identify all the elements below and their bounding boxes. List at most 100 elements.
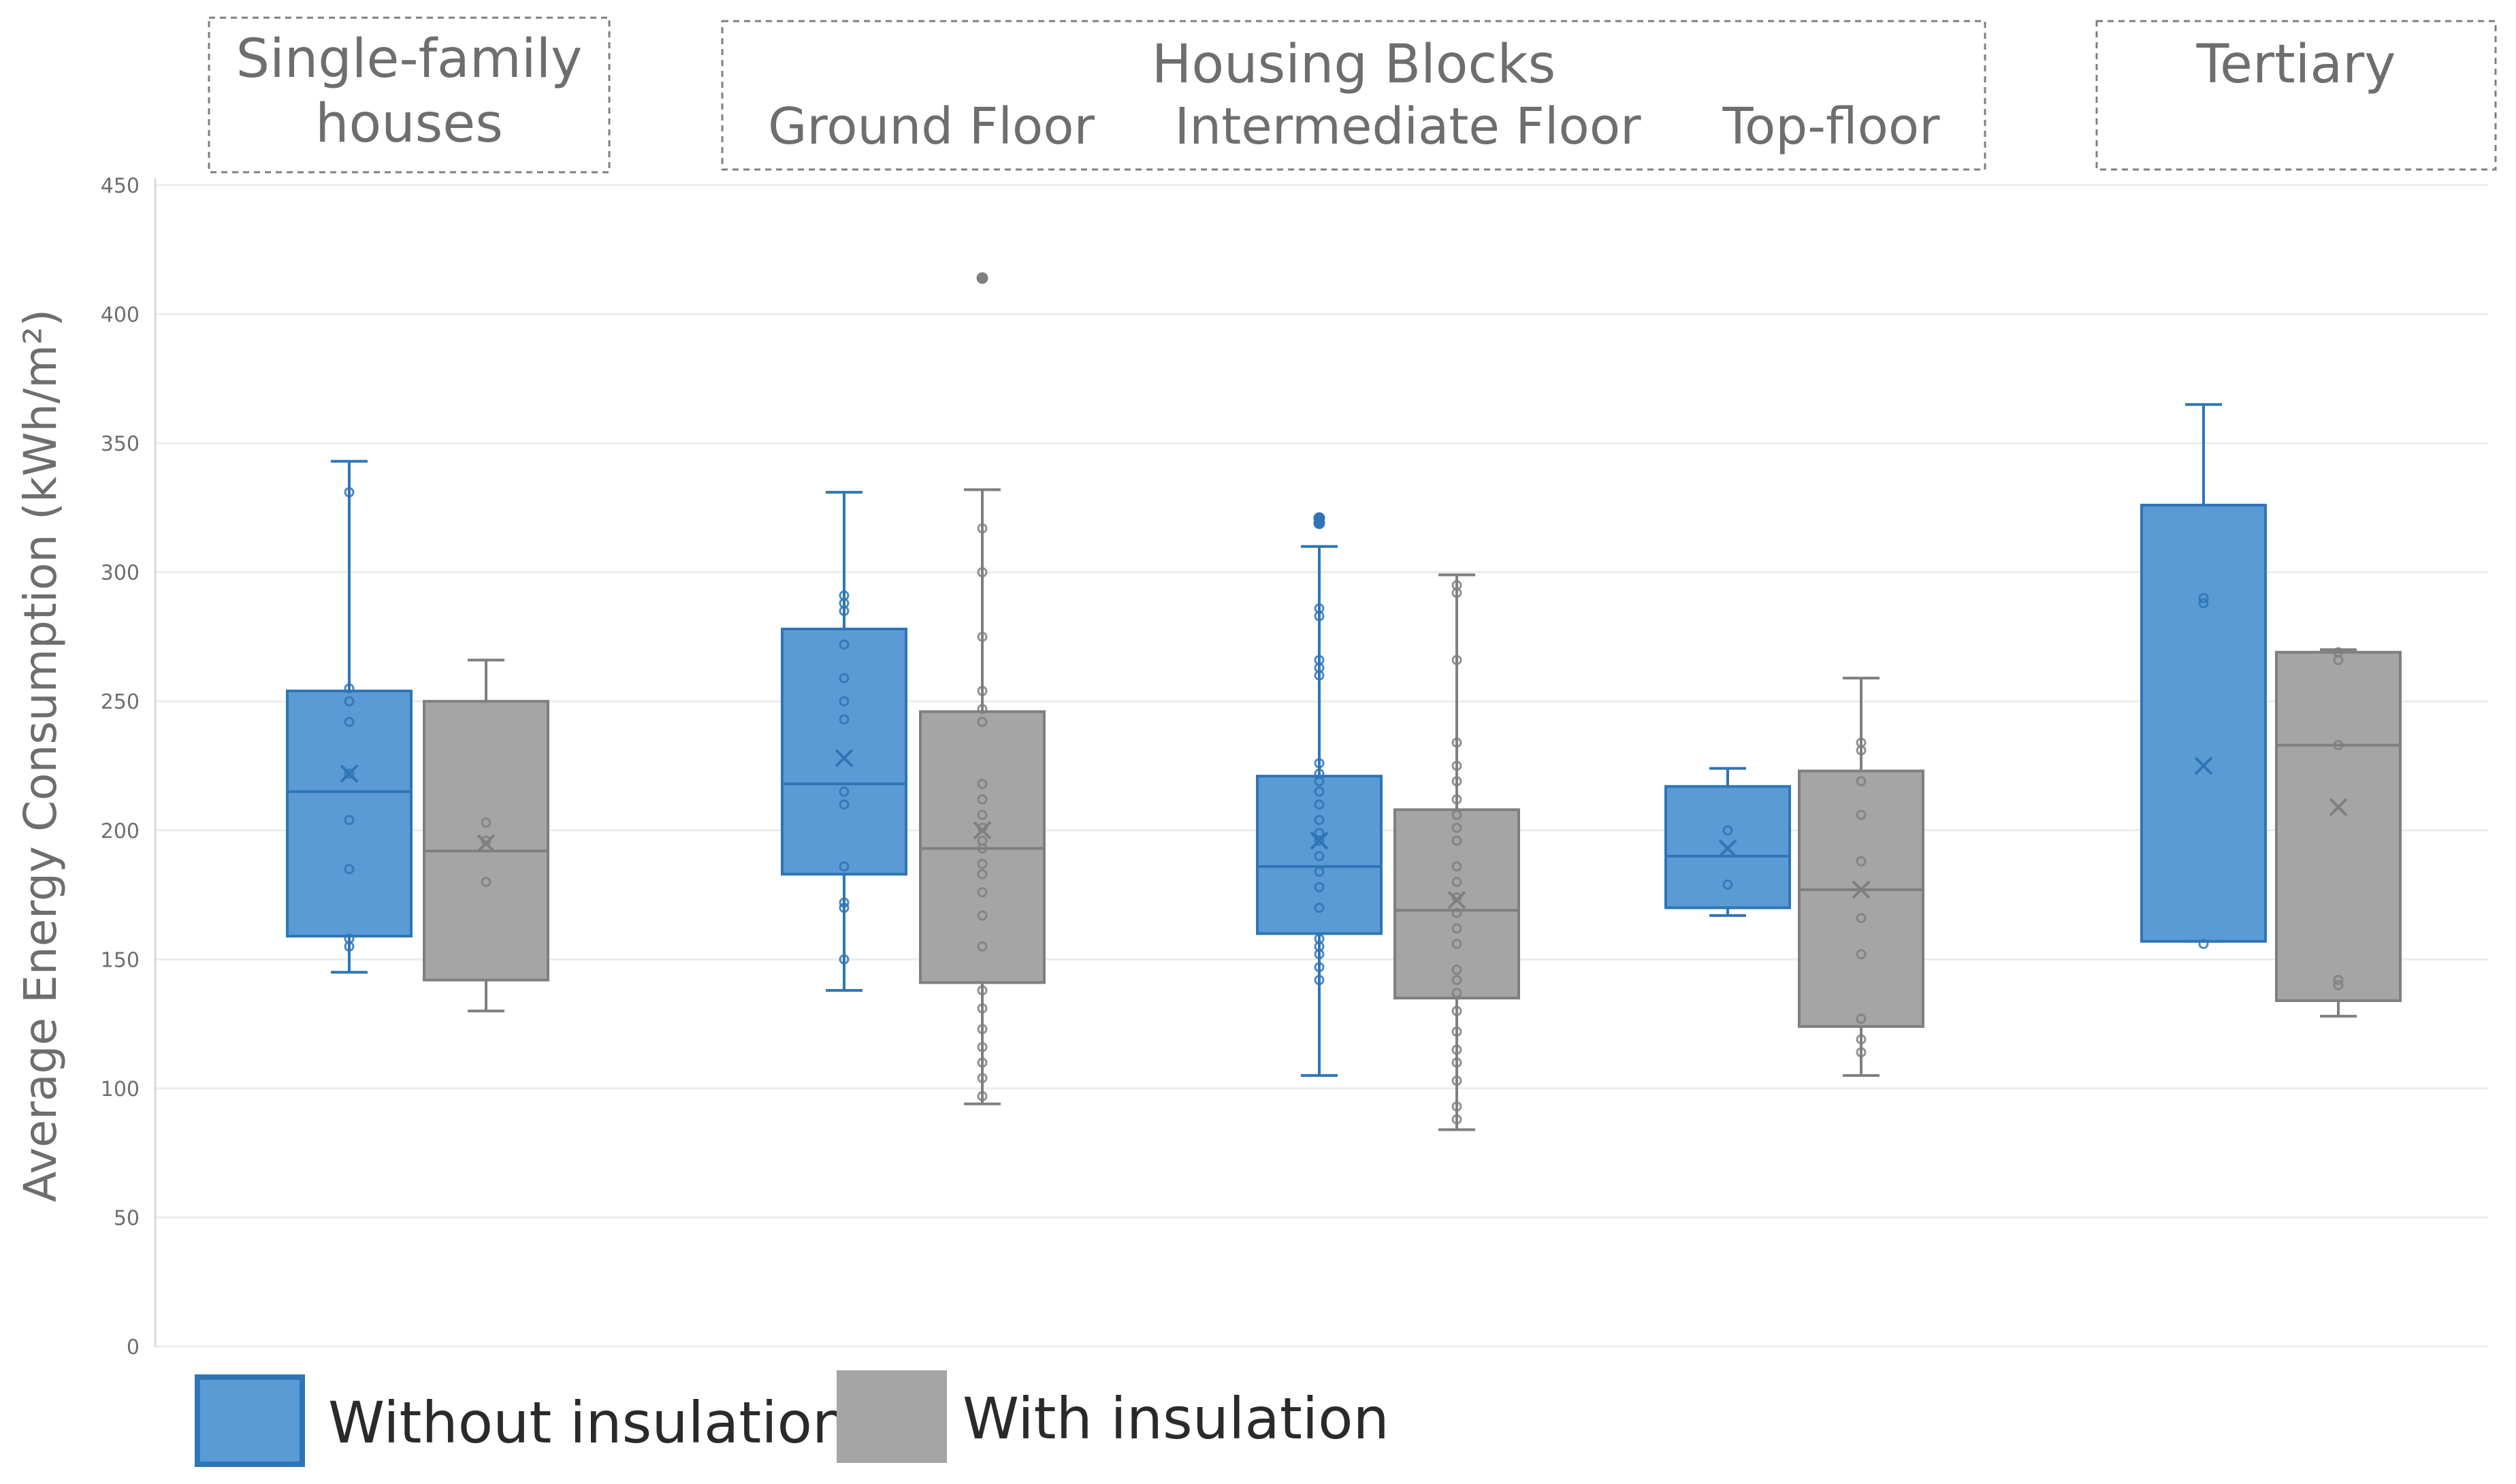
data-point [2333,740,2344,751]
mean-marker [835,749,854,768]
data-point [1722,879,1733,890]
data-point [1314,933,1325,944]
data-point [1451,1005,1462,1016]
y-tick-label: 150 [101,948,140,972]
data-point [1314,786,1325,797]
data-point [977,1003,988,1014]
data-point [1451,975,1462,986]
data-point [344,487,355,498]
box-iqr [286,690,413,938]
y-tick-label: 350 [101,432,140,456]
data-point [1856,809,1867,820]
data-point [839,639,850,650]
data-point [977,1024,988,1035]
data-point [839,673,850,683]
data-point [1856,1047,1867,1058]
data-point [977,985,988,996]
box-iqr [781,628,907,876]
data-point [1451,794,1462,805]
data-point [1451,1057,1462,1068]
box-without [286,459,413,974]
data-point [481,877,491,888]
data-point [2198,939,2209,950]
legend: Without insulation With insulation [195,1370,1389,1467]
legend-label: With insulation [963,1385,1389,1452]
data-point [1314,882,1325,892]
y-tick-label: 0 [127,1336,140,1359]
mean-marker [340,764,359,783]
data-point [839,861,850,872]
data-point [1314,962,1325,973]
group-header-label: Single-family [236,29,583,90]
data-point [977,1057,988,1068]
group-header-label: Tertiary [2196,34,2396,95]
data-point [1451,776,1462,787]
data-point [977,869,988,880]
box-with [919,272,1046,1106]
y-tick-label: 450 [101,174,140,198]
data-point [977,794,988,805]
data-point [977,910,988,921]
group-sublabel: Intermediate Floor [1174,97,1641,156]
data-point [977,567,988,578]
data-point [839,786,850,797]
outlier-point [1313,512,1325,524]
group-header-box [2095,20,2497,171]
y-tick-label: 300 [101,562,140,585]
data-point [977,1073,988,1084]
mean-marker [2194,756,2213,775]
data-point [1451,1044,1462,1055]
data-point [977,717,988,728]
mean-marker [1447,890,1466,909]
data-point [1856,737,1867,748]
group-header-label: houses [315,93,503,155]
data-point [1451,1101,1462,1112]
group-sublabel: Top-floor [1722,97,1940,156]
data-point [1451,809,1462,820]
data-point [1314,768,1325,779]
data-point [977,835,988,846]
data-point [839,903,850,914]
y-tick-label: 200 [101,820,140,843]
data-point [1314,903,1325,914]
box-without [2140,403,2267,950]
data-point [839,714,850,725]
data-point [2333,980,2344,990]
box-iqr [2275,651,2402,1002]
data-point [977,858,988,869]
data-point [1314,758,1325,769]
data-point [1856,856,1867,867]
data-point [977,685,988,696]
data-point [344,933,355,944]
data-point [839,897,850,908]
mean-marker [477,834,496,853]
data-point [1451,1026,1462,1037]
data-point [1451,907,1462,918]
data-point [839,954,850,965]
data-point [977,1091,988,1101]
data-point [1451,877,1462,888]
data-point [1314,799,1325,810]
legend-label: Without insulation [328,1389,848,1456]
data-point [1314,655,1325,666]
data-point [1856,1034,1867,1045]
legend-item-without: Without insulation [195,1374,848,1467]
data-point [1451,861,1462,872]
data-point [344,815,355,826]
data-point [2198,593,2209,604]
box-with [1393,573,1520,1131]
data-point [481,817,491,828]
data-point [977,779,988,790]
mean-marker [1718,839,1737,858]
data-point [1722,825,1733,836]
data-point [1451,835,1462,846]
data-point [977,941,988,952]
data-point [1451,822,1462,833]
box-iqr [1393,808,1520,1000]
group-header-box [721,20,1986,171]
data-point [1451,737,1462,748]
data-point [977,523,988,534]
data-point [344,717,355,728]
